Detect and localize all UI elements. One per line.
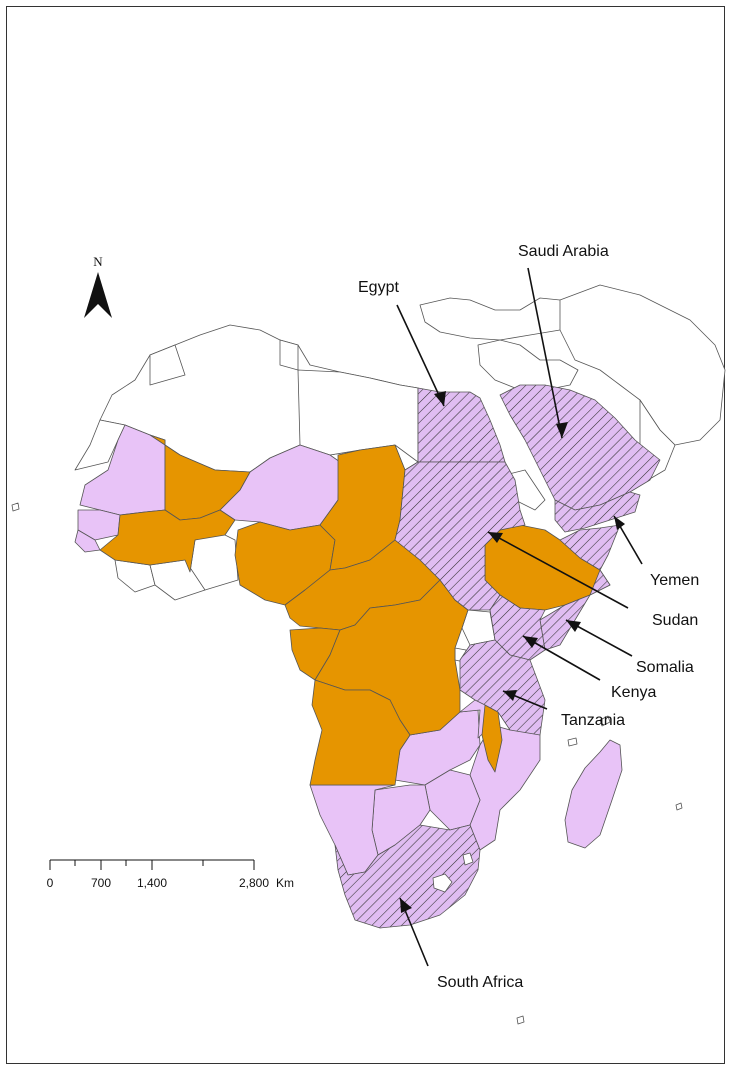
arrowhead-icon (434, 391, 446, 406)
hatched-countries (334, 384, 661, 929)
arrow-heads (400, 391, 625, 913)
north-letter: N (93, 254, 103, 269)
label-somalia: Somalia (636, 659, 694, 676)
scale-label-0: 0 (47, 876, 54, 890)
label-south-africa: South Africa (437, 974, 523, 991)
lavender-countries (74, 424, 623, 876)
saudi-arabia-arrow (527, 267, 563, 439)
label-saudi-arabia: Saudi Arabia (518, 243, 609, 260)
north-arrow-right-icon (98, 272, 112, 318)
arrowhead-icon (503, 690, 517, 701)
arrowhead-icon (488, 532, 503, 543)
scale-label-2800: 2,800 (239, 876, 269, 890)
saudi-arabia-region (499, 384, 661, 511)
egypt-arrow (396, 304, 445, 407)
kenya-arrow (522, 635, 601, 681)
sudan-arrow (487, 531, 629, 609)
north-arrow-left-icon (84, 272, 98, 318)
arrowhead-icon (614, 516, 625, 530)
arrowhead-icon (556, 422, 568, 438)
tanzania-region (459, 639, 546, 736)
label-yemen: Yemen (650, 572, 699, 589)
sudan-region (394, 461, 526, 611)
south-africa-region (334, 824, 481, 929)
orange-countries (99, 434, 611, 786)
scale-bar: 0 700 1,400 2,800 Km (47, 859, 294, 890)
label-sudan: Sudan (652, 612, 698, 629)
arrowhead-icon (523, 636, 538, 648)
arrowhead-icon (566, 620, 581, 632)
country-labels: Saudi Arabia Egypt Yemen Sudan Somalia K… (358, 243, 699, 991)
arrowhead-icon (400, 898, 412, 913)
yemen-region (554, 491, 641, 533)
label-kenya: Kenya (611, 684, 656, 701)
north-arrow: N (84, 254, 112, 318)
somalia-region (539, 524, 621, 651)
scale-label-700: 700 (91, 876, 111, 890)
label-egypt: Egypt (358, 279, 399, 296)
scale-label-1400: 1,400 (137, 876, 167, 890)
label-tanzania: Tanzania (561, 712, 625, 729)
scale-unit: Km (276, 876, 294, 890)
base-land (11, 284, 726, 1025)
egypt-region (417, 387, 506, 463)
